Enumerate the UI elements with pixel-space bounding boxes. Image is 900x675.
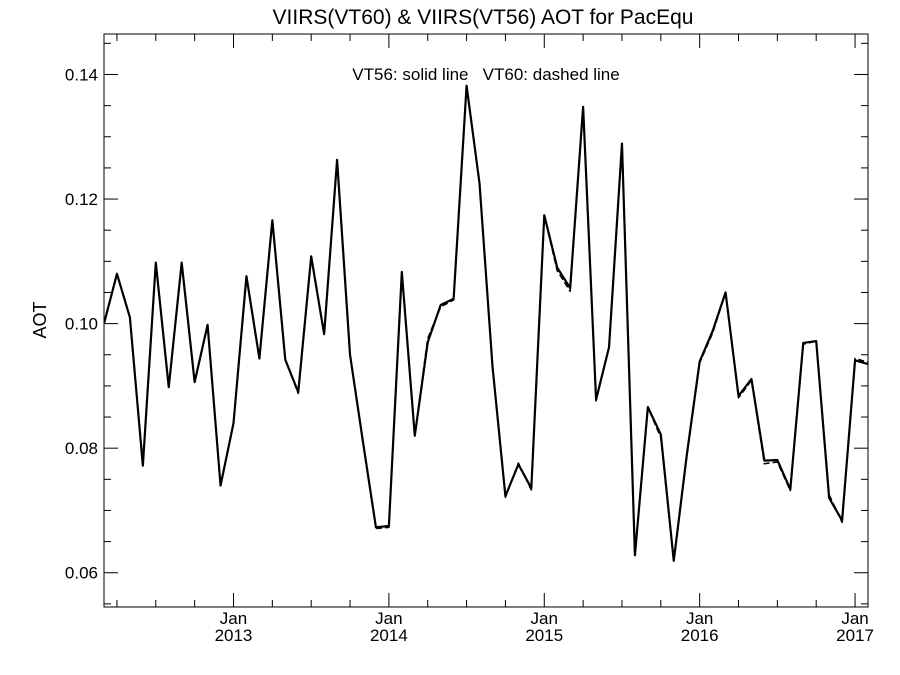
series-lines (104, 84, 868, 563)
series-line-vt56 (104, 84, 868, 563)
x-tick-year-label: 2013 (215, 626, 253, 645)
series-line-vt60 (104, 84, 868, 562)
x-tick-year-label: 2016 (681, 626, 719, 645)
y-tick-label: 0.12 (65, 190, 98, 209)
y-tick-label: 0.10 (65, 315, 98, 334)
y-tick-label: 0.06 (65, 564, 98, 583)
x-tick-month-label: Jan (841, 609, 868, 628)
x-tick-month-label: Jan (220, 609, 247, 628)
axis-ticks: 0.060.080.100.120.14Jan2013Jan2014Jan201… (65, 34, 874, 645)
line-style-annotation: VT56: solid line VT60: dashed line (352, 65, 619, 84)
x-tick-year-label: 2015 (525, 626, 563, 645)
x-tick-month-label: Jan (375, 609, 402, 628)
x-tick-year-label: 2017 (836, 626, 874, 645)
x-tick-year-label: 2014 (370, 626, 408, 645)
chart-title: VIIRS(VT60) & VIIRS(VT56) AOT for PacEqu (273, 6, 694, 29)
x-tick-month-label: Jan (686, 609, 713, 628)
y-tick-label: 0.08 (65, 439, 98, 458)
y-axis-label: AOT (30, 301, 50, 338)
x-tick-month-label: Jan (531, 609, 558, 628)
y-tick-label: 0.14 (65, 65, 98, 84)
plot-area-frame (103, 33, 869, 608)
